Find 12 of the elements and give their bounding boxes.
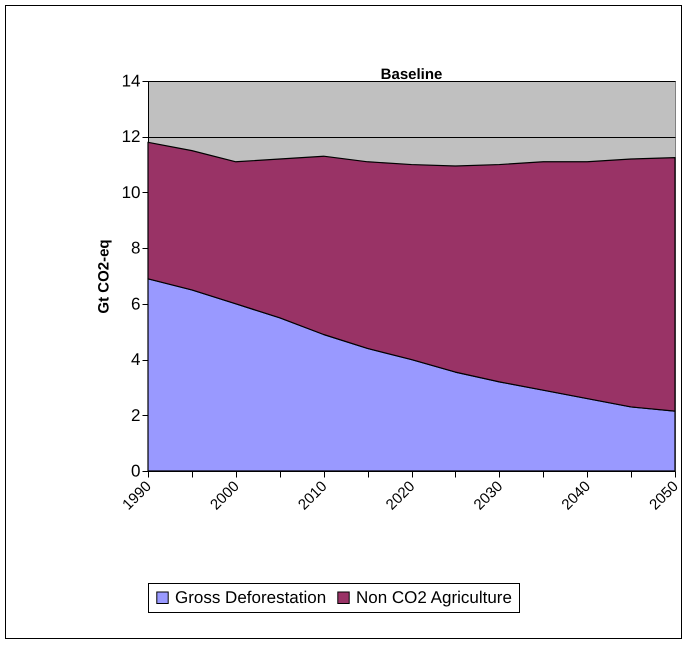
legend-label: Gross Deforestation [175, 588, 326, 607]
y-tick-label: 12 [122, 127, 140, 146]
y-tick-label: 0 [131, 462, 140, 480]
legend-label: Non CO2 Agriculture [356, 588, 512, 607]
chart-title: Baseline [380, 66, 442, 83]
y-axis-title: Gt CO2-eq [96, 239, 113, 314]
y-tick-label: 2 [131, 406, 140, 425]
y-tick-label: 14 [122, 72, 140, 90]
y-tick-label: 4 [131, 350, 140, 370]
y-tick-label: 8 [131, 238, 140, 258]
y-tick-label: 6 [131, 294, 140, 314]
y-tick-label: 10 [122, 182, 140, 202]
